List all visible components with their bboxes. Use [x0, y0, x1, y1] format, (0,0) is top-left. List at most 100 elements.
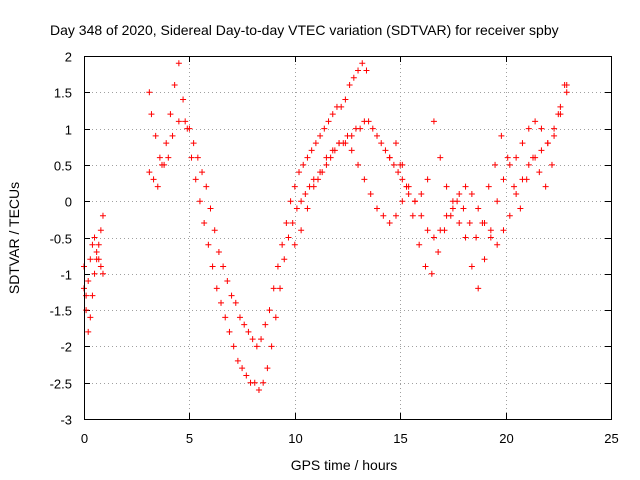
data-point: [454, 198, 461, 205]
data-point: [304, 154, 311, 161]
data-point: [430, 234, 437, 241]
data-point: [146, 169, 153, 176]
data-point: [255, 386, 262, 393]
data-point: [563, 89, 570, 96]
data-point: [365, 118, 372, 125]
data-point: [557, 103, 564, 110]
y-tick-labels: 2 1.5 1 0.5 0 -0.5 -1 -1.5 -2 -2.5 -3: [50, 50, 72, 428]
data-point: [424, 227, 431, 234]
data-point: [207, 205, 214, 212]
data-point: [513, 154, 520, 161]
data-point: [163, 140, 170, 147]
y-tick-label: 2: [65, 50, 72, 65]
data-point: [523, 176, 530, 183]
data-point: [272, 314, 279, 321]
data-point: [289, 219, 296, 226]
data-point: [89, 241, 96, 248]
data-point: [296, 169, 303, 176]
data-point: [298, 227, 305, 234]
data-point: [378, 140, 385, 147]
data-point: [199, 169, 206, 176]
data-series-6: [386, 89, 570, 292]
data-point: [258, 336, 265, 343]
data-point: [449, 205, 456, 212]
data-point: [241, 321, 248, 328]
data-point: [386, 154, 393, 161]
data-point: [213, 285, 220, 292]
data-point: [312, 140, 319, 147]
x-tick-labels: 0 5 10 15 20 25: [81, 431, 619, 446]
data-point: [222, 314, 229, 321]
data-point: [498, 132, 505, 139]
data-point: [462, 183, 469, 190]
data-point: [517, 205, 524, 212]
data-point: [447, 212, 454, 219]
data-point: [196, 198, 203, 205]
grid-lines: [84, 56, 611, 419]
data-point: [253, 343, 260, 350]
data-point: [180, 96, 187, 103]
data-point: [361, 176, 368, 183]
data-point: [392, 212, 399, 219]
data-point: [262, 321, 269, 328]
data-point: [542, 183, 549, 190]
data-point: [317, 169, 324, 176]
data-points: [81, 60, 570, 393]
data-point: [169, 132, 176, 139]
data-point: [291, 183, 298, 190]
data-point: [357, 125, 364, 132]
data-point: [97, 263, 104, 270]
data-point: [321, 125, 328, 132]
data-point: [287, 198, 294, 205]
data-point: [409, 212, 416, 219]
data-point: [336, 140, 343, 147]
data-point: [304, 205, 311, 212]
data-point: [525, 125, 532, 132]
data-point: [243, 372, 250, 379]
data-point: [355, 67, 362, 74]
data-point: [167, 111, 174, 118]
data-point: [424, 176, 431, 183]
data-point: [152, 132, 159, 139]
y-tick-label: 1.5: [54, 86, 72, 101]
data-point: [91, 270, 98, 277]
data-point: [93, 249, 100, 256]
data-point: [338, 103, 345, 110]
data-point: [209, 263, 216, 270]
data-series-3: [146, 60, 370, 350]
data-point: [317, 132, 324, 139]
data-point: [403, 183, 410, 190]
data-point: [511, 183, 518, 190]
data-point: [205, 241, 212, 248]
data-point: [538, 125, 545, 132]
data-point: [411, 198, 418, 205]
data-point: [211, 227, 218, 234]
y-tick-label: -2.5: [50, 377, 72, 392]
data-point: [386, 219, 393, 226]
data-point: [348, 132, 355, 139]
data-point: [441, 227, 448, 234]
data-point: [203, 183, 210, 190]
data-point: [367, 190, 374, 197]
data-point: [530, 154, 537, 161]
data-point: [97, 227, 104, 234]
data-point: [302, 190, 309, 197]
x-tick-label: 20: [499, 431, 513, 446]
data-point: [374, 205, 381, 212]
data-point: [525, 161, 532, 168]
data-point: [99, 212, 106, 219]
y-tick-label: 0.5: [54, 159, 72, 174]
data-point: [226, 328, 233, 335]
y-tick-label: -1.5: [50, 304, 72, 319]
data-point: [468, 190, 475, 197]
data-point: [95, 256, 102, 263]
data-point: [291, 241, 298, 248]
y-tick-label: -2: [60, 340, 72, 355]
data-point: [224, 278, 231, 285]
data-point: [251, 379, 258, 386]
data-point: [487, 234, 494, 241]
data-point: [374, 132, 381, 139]
data-point: [473, 234, 480, 241]
axis-ticks: [84, 56, 612, 420]
data-point: [422, 263, 429, 270]
